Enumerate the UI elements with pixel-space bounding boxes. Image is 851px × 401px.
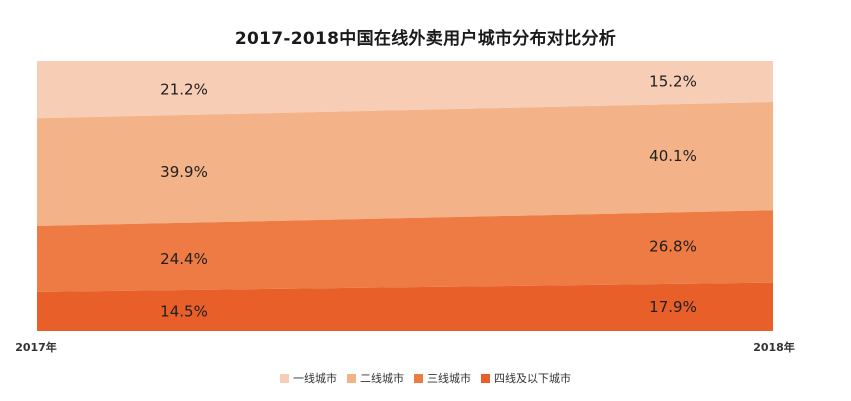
area-band-4: [37, 282, 773, 331]
legend-item-4: 四线及以下城市: [481, 370, 571, 386]
area-band-3: [37, 210, 773, 292]
legend-label: 三线城市: [427, 372, 471, 385]
legend-swatch: [414, 373, 423, 383]
legend-swatch: [347, 373, 356, 383]
data-label-s3-2017: 24.4%: [160, 250, 208, 268]
legend-item-2: 二线城市: [347, 370, 404, 386]
data-label-s4-2017: 14.5%: [160, 302, 208, 320]
x-tick-label-1: 2017年: [15, 340, 57, 354]
data-label-s4-2018: 17.9%: [649, 298, 697, 316]
legend: 一线城市 二线城市 三线城市 四线及以下城市: [0, 370, 851, 386]
area-band-2: [37, 102, 773, 226]
chart-title: 2017-2018中国在线外卖用户城市分布对比分析: [234, 29, 617, 49]
x-tick-label-2: 2018年: [753, 340, 795, 354]
legend-label: 四线及以下城市: [494, 372, 571, 385]
data-label-s3-2018: 26.8%: [649, 237, 697, 255]
legend-item-3: 三线城市: [414, 370, 471, 386]
data-label-s2-2018: 40.1%: [649, 147, 697, 165]
legend-swatch: [280, 373, 289, 383]
data-label-s2-2017: 39.9%: [160, 163, 208, 181]
data-label-s1-2017: 21.2%: [160, 81, 208, 99]
legend-swatch: [481, 373, 490, 383]
data-label-s1-2018: 15.2%: [649, 73, 697, 91]
area-band-1: [37, 61, 773, 119]
legend-label: 一线城市: [293, 372, 337, 385]
legend-item-1: 一线城市: [280, 370, 337, 386]
legend-label: 二线城市: [360, 372, 404, 385]
